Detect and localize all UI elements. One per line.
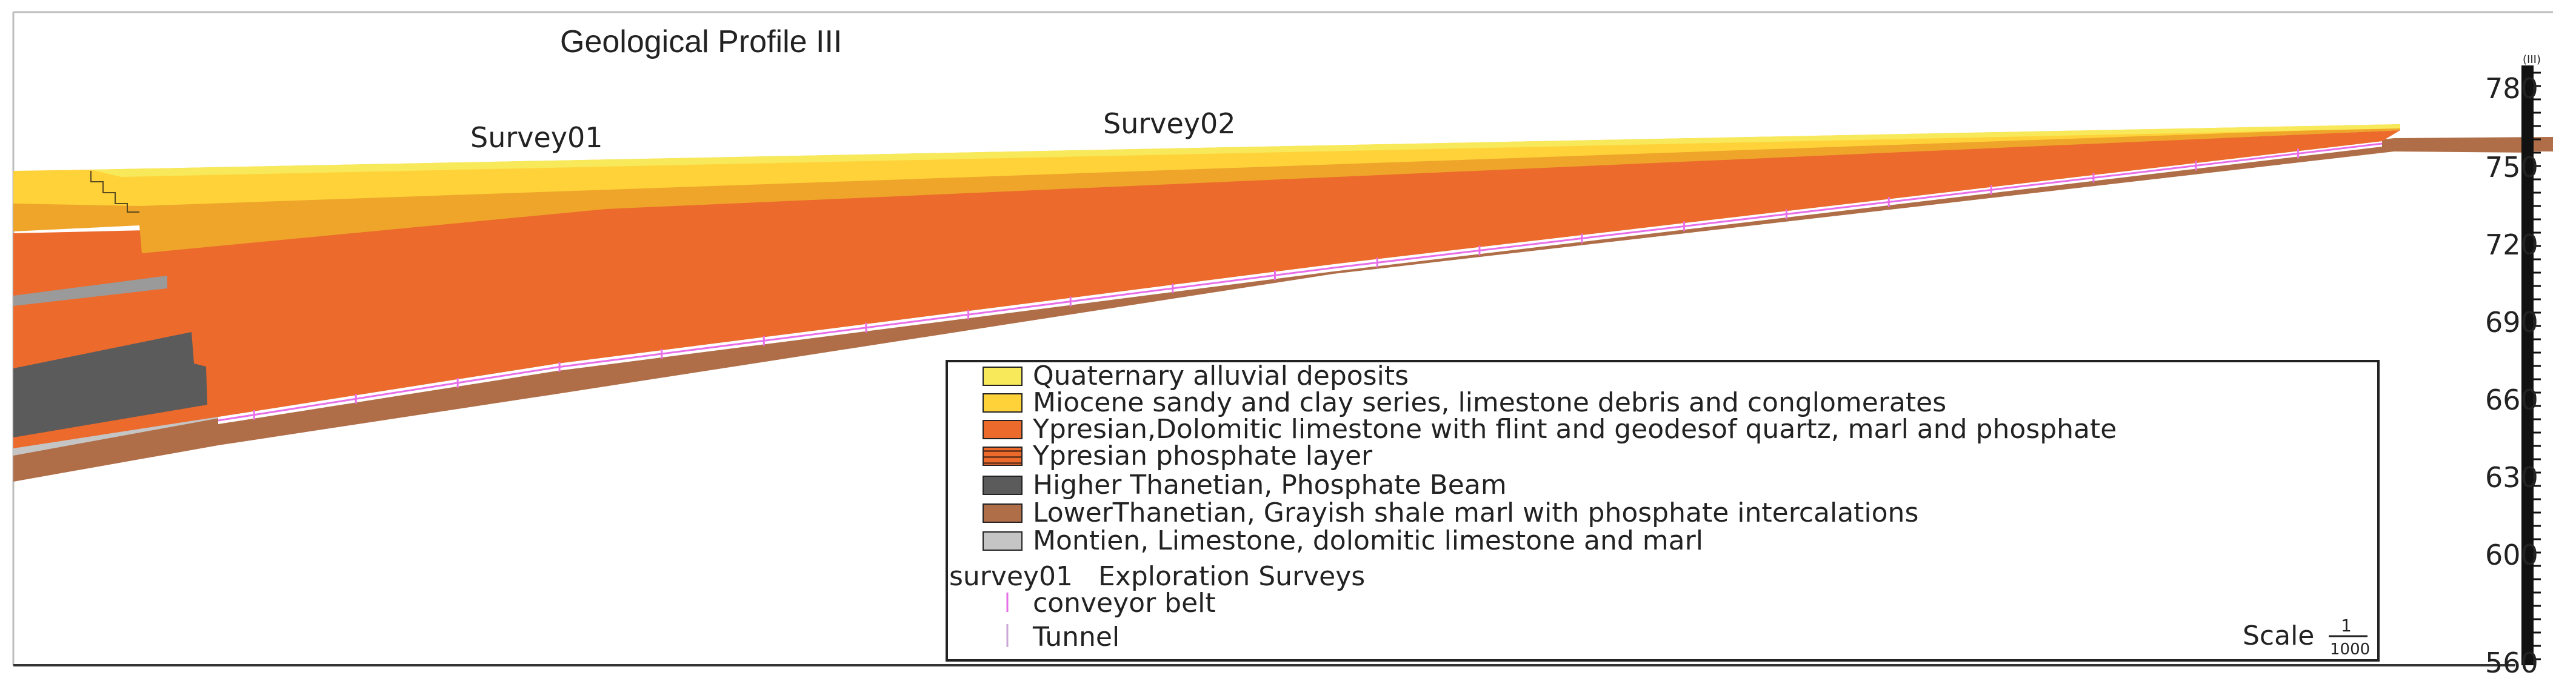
legend-survey-code: survey01 — [949, 561, 1073, 592]
legend-survey-label: Exploration Surveys — [1098, 561, 1365, 592]
elevation-tick-label: 600 — [2485, 539, 2538, 571]
elevation-tick-label: 720 — [2485, 228, 2538, 261]
legend-swatch-ypresian — [983, 420, 1023, 439]
elevation-ruler — [2521, 65, 2534, 665]
layer-higher-thanetian — [13, 332, 207, 437]
fault-line — [90, 171, 139, 213]
elevation-tick-label: 560 — [2485, 646, 2538, 679]
legend-swatch-phosphate-layer — [983, 447, 1023, 466]
legend-swatch-higher-thanetian — [983, 476, 1023, 495]
legend-label: Ypresian phosphate layer — [1032, 440, 1373, 471]
layer-quaternary — [91, 124, 2400, 177]
legend-label: Tunnel — [1032, 622, 1119, 653]
elevation-unit-label: (III) — [2523, 53, 2541, 66]
layers — [13, 124, 2553, 482]
layer-ypresian — [13, 130, 2400, 448]
elevation-tick-label: 780 — [2485, 72, 2538, 105]
legend-label: Ypresian,Dolomitic limestone with flint … — [1032, 414, 2117, 445]
layer-gray-band — [13, 276, 167, 306]
legend-swatch-lower-thanetian — [983, 503, 1023, 523]
elevation-tick-label: 630 — [2485, 461, 2538, 494]
legend-label: conveyor belt — [1033, 588, 1216, 619]
layer-miocene — [13, 124, 2400, 206]
legend-label: LowerThanetian, Grayish shale marl with … — [1033, 497, 1918, 528]
scale-denominator: 1000 — [2330, 640, 2370, 659]
survey-label-1: Survey01 — [470, 121, 603, 154]
legend-label: Higher Thanetian, Phosphate Beam — [1033, 470, 1507, 500]
legend-label: Montien, Limestone, dolomitic limestone … — [1033, 525, 1703, 556]
layer-basement-right — [2394, 137, 2553, 151]
legend-box — [946, 360, 2380, 662]
elevation-tick-label: 750 — [2485, 151, 2538, 184]
scale-label: Scale — [2243, 620, 2314, 651]
legend: Quaternary alluvial deposits Miocene san… — [946, 360, 2380, 662]
conveyor-ticks — [253, 148, 2300, 420]
legend-swatch-montien — [983, 531, 1023, 551]
ruler-ticks — [2531, 71, 2541, 660]
elevation-tick-label: 660 — [2485, 384, 2538, 416]
legend-swatch-quaternary — [983, 367, 1023, 386]
legend-label: Quaternary alluvial deposits — [1033, 360, 1409, 391]
page-title: Geological Profile III — [560, 24, 842, 59]
elevation-tick-label: 690 — [2485, 306, 2538, 339]
legend-label: Miocene sandy and clay series, limestone… — [1033, 387, 1946, 418]
scale-numerator: 1 — [2341, 616, 2352, 636]
conveyor-belt-line — [218, 142, 2383, 422]
elevation-axis: (III) 780 750 720 690 660 630 600 560 — [2485, 53, 2541, 679]
survey-label-2: Survey02 — [1103, 107, 1236, 140]
legend-swatch-miocene — [983, 393, 1023, 413]
